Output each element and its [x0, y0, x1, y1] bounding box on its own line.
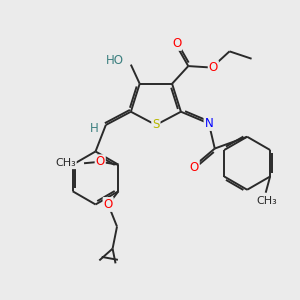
Text: O: O [209, 61, 218, 74]
Text: CH₃: CH₃ [55, 158, 76, 168]
Text: O: O [103, 198, 113, 211]
Text: HO: HO [106, 54, 124, 67]
Text: H: H [90, 122, 98, 135]
Text: S: S [152, 118, 160, 131]
Text: CH₃: CH₃ [257, 196, 278, 206]
Text: O: O [190, 160, 199, 174]
Text: O: O [172, 37, 181, 50]
Text: O: O [96, 155, 105, 168]
Text: N: N [205, 117, 213, 130]
